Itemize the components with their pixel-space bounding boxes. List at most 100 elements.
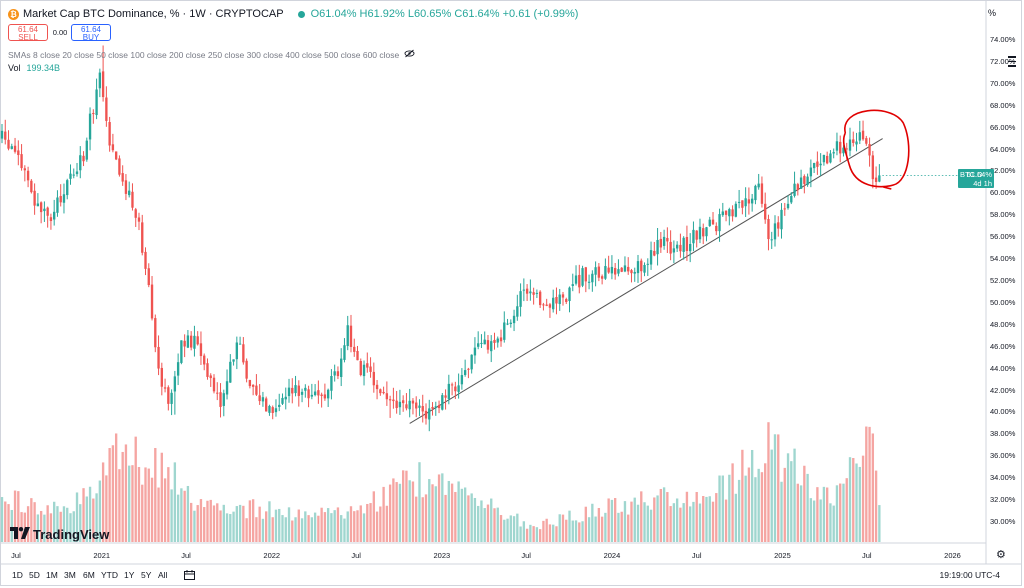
buy-button[interactable]: 61.64 BUY — [71, 24, 111, 42]
candle — [265, 396, 268, 412]
candle-body — [770, 239, 773, 241]
sell-button[interactable]: 61.64 SELL — [8, 24, 48, 42]
candle-body — [176, 362, 180, 376]
candle-body — [525, 288, 529, 294]
volume-bar — [839, 483, 842, 542]
volume-bar — [669, 506, 672, 542]
volume-bar — [176, 494, 180, 542]
timeframe-6m-button[interactable]: 6M — [83, 570, 95, 580]
volume-bar — [561, 514, 565, 542]
price-axis-label: 30.00% — [990, 517, 1016, 526]
badge-countdown: 4d 1h — [973, 179, 992, 189]
candle-body — [366, 363, 369, 368]
volume-bar — [382, 486, 385, 542]
volume-bar — [796, 483, 799, 542]
candle-body — [467, 368, 470, 370]
volume-bar — [532, 526, 535, 542]
candle — [444, 389, 447, 410]
volume-legend[interactable]: Vol 199.34B — [8, 63, 60, 73]
price-axis-unit[interactable]: % — [988, 8, 997, 18]
spread-value: 0.00 — [52, 28, 68, 37]
volume-bar — [69, 513, 72, 542]
candle — [92, 109, 95, 124]
candle-body — [744, 198, 747, 207]
volume-bar — [835, 485, 839, 542]
timeframe-ytd-button[interactable]: YTD — [101, 570, 118, 580]
candle-body — [415, 402, 418, 409]
candle — [415, 396, 418, 418]
timeframe-3m-button[interactable]: 3M — [64, 570, 76, 580]
candle — [317, 380, 320, 404]
candle — [545, 298, 548, 307]
timeframe-5d-button[interactable]: 5D — [29, 570, 40, 580]
clock-timezone[interactable]: 19:19:00 UTC-4 — [939, 570, 1000, 580]
trendline[interactable] — [409, 138, 883, 424]
candle — [499, 329, 503, 347]
candle — [861, 120, 865, 141]
calendar-range-icon[interactable] — [184, 570, 195, 582]
eye-hidden-icon[interactable] — [404, 49, 415, 60]
candle — [261, 391, 265, 407]
candle — [529, 279, 532, 301]
badge-value: 61.64% — [966, 170, 992, 180]
volume-bar — [764, 463, 767, 542]
timeframe-1y-button[interactable]: 1Y — [124, 570, 135, 580]
bottom-toolbar: 1D 5D 1M 3M 6M YTD 1Y 5Y All 19:19:00 UTC-4 — [0, 566, 1022, 584]
candle-body — [613, 268, 617, 275]
candle-body — [379, 389, 382, 394]
volume-bar — [538, 529, 542, 542]
volume-bar — [744, 475, 747, 542]
candle-body — [163, 387, 167, 389]
candle — [538, 290, 542, 308]
volume-bar — [330, 513, 333, 542]
smas-indicator-legend[interactable]: SMAs 8 close 20 close 50 close 100 close… — [8, 49, 415, 60]
volume-bar — [356, 510, 359, 542]
volume-bar — [186, 485, 190, 542]
volume-bar — [548, 524, 552, 542]
volume-bar — [36, 514, 40, 542]
candle — [356, 345, 359, 361]
volume-bar — [711, 501, 715, 542]
timeframe-5y-button[interactable]: 5Y — [141, 570, 152, 580]
candle-body — [216, 392, 219, 394]
price-axis-label: 40.00% — [990, 407, 1016, 417]
volume-bar — [503, 519, 506, 542]
volume-bar — [59, 511, 62, 542]
candle-body — [796, 184, 799, 191]
volume-bar — [640, 491, 643, 542]
volume-bar — [320, 507, 323, 542]
candle-body — [134, 209, 137, 218]
candle-body — [561, 294, 565, 298]
volume-bar — [786, 453, 790, 542]
candle-body — [326, 389, 330, 399]
candle-body — [437, 405, 441, 409]
price-axis-label: 44.00% — [990, 363, 1016, 373]
volume-bar — [434, 486, 437, 542]
time-axis-label: Jul — [181, 551, 191, 560]
settings-gear-icon[interactable]: ⚙ — [996, 549, 1006, 561]
candle — [284, 387, 287, 410]
symbol-title[interactable]: Market Cap BTC Dominance, % · 1W · CRYPT… — [23, 8, 284, 20]
volume-bar — [649, 509, 653, 542]
candle — [385, 381, 389, 406]
candle — [170, 389, 173, 416]
price-axis-label: 68.00% — [990, 100, 1016, 110]
volume-bar — [62, 506, 66, 542]
volume-bar — [131, 465, 134, 542]
candle — [516, 294, 519, 321]
candle — [382, 386, 385, 395]
timeframe-1d-button[interactable]: 1D — [12, 570, 23, 580]
candle-body — [832, 152, 835, 154]
timeframe-1m-button[interactable]: 1M — [46, 570, 58, 580]
volume-bar — [777, 434, 780, 542]
timeframe-all-button[interactable]: All — [158, 570, 168, 580]
tradingview-logo[interactable]: TradingView — [10, 526, 109, 542]
bitcoin-icon: ₿ — [8, 8, 19, 20]
volume-bar — [268, 501, 271, 542]
candle — [718, 208, 721, 242]
volume-bar — [770, 449, 773, 542]
hand-drawn-circle-annotation[interactable] — [842, 109, 910, 190]
menu-icon[interactable] — [1008, 56, 1016, 70]
candle-body — [114, 151, 118, 160]
